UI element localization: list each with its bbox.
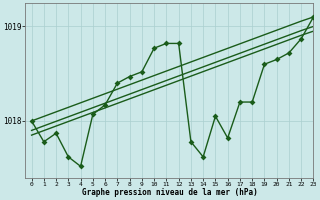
Point: [29, 119, 34, 123]
Point: [201, 155, 206, 158]
Point: [115, 82, 120, 85]
Point: [274, 58, 279, 61]
Point: [225, 136, 230, 140]
Point: [237, 100, 243, 104]
Point: [299, 37, 304, 40]
Point: [152, 47, 157, 50]
Point: [176, 42, 181, 45]
Point: [127, 75, 132, 78]
Point: [66, 155, 71, 158]
Point: [286, 51, 292, 54]
Point: [139, 70, 144, 73]
X-axis label: Graphe pression niveau de la mer (hPa): Graphe pression niveau de la mer (hPa): [82, 188, 257, 197]
Point: [213, 115, 218, 118]
Point: [53, 132, 59, 135]
Point: [41, 140, 46, 143]
Point: [250, 100, 255, 104]
Point: [311, 15, 316, 19]
Point: [188, 140, 194, 143]
Point: [78, 165, 83, 168]
Point: [164, 42, 169, 45]
Point: [102, 103, 108, 106]
Point: [262, 63, 267, 66]
Point: [90, 113, 95, 116]
